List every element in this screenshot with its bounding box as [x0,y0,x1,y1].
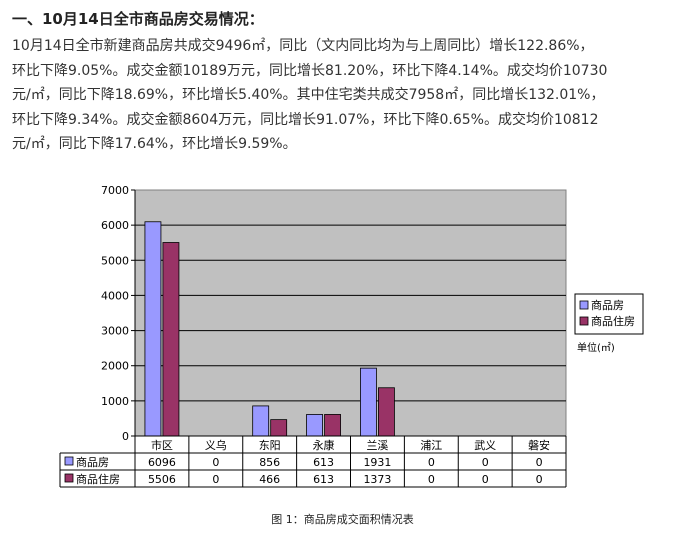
series-row-label: 商品住房 [76,472,120,486]
legend-label: 商品房 [591,298,624,312]
y-tick-label: 4000 [101,289,129,302]
bar-residential [162,242,180,437]
paragraph-line: 元/㎡，同比下降17.64%，环比增长9.59%。 [12,136,297,152]
paragraph-line: 10月14日全市新建商品房共成交9496㎡，同比（文内同比均为与上周同比）增长1… [12,38,594,54]
y-tick-label: 3000 [101,325,129,338]
category-label: 浦江 [420,439,442,452]
data-value: 466 [259,473,280,486]
bar-residential [324,414,341,437]
bar-residential [378,387,395,437]
legend-swatch [579,316,589,326]
data-value: 0 [212,456,219,469]
bar-chart: 0 1000 2000 3000 4000 5000 6000 7000 市区 义乌 东阳 永康 兰溪 浦… [59,184,644,488]
category-label: 东阳 [259,439,281,452]
bar-commercial [306,414,323,437]
data-value: 0 [482,473,489,486]
data-value: 1373 [363,473,391,486]
plot-area [134,189,567,437]
bar-commercial [252,405,270,437]
data-value: 0 [428,473,435,486]
data-value: 0 [536,473,543,486]
category-label: 磐安 [528,438,550,452]
data-value: 0 [428,456,435,469]
legend-swatch [579,300,589,310]
data-value: 856 [259,456,280,469]
y-tick-label: 7000 [101,184,129,197]
category-label: 永康 [313,438,335,452]
category-label: 武义 [474,439,496,452]
legend-label: 商品住房 [591,314,635,328]
data-value: 613 [313,473,334,486]
data-value: 5506 [148,473,176,486]
table-legend-swatch [64,473,74,483]
paragraph-line: 环比下降9.34%。成交金额8604万元，同比增长91.07%，环比下降0.65… [12,111,599,128]
chart-figure: 0 1000 2000 3000 4000 5000 6000 7000 市区 义乌 东阳 永康 兰溪 浦… [0,180,685,537]
y-tick-label: 1000 [101,395,129,408]
y-tick-label: 0 [122,430,129,443]
y-tick-label: 2000 [101,360,129,373]
category-label: 兰溪 [366,439,388,452]
bar-commercial [360,367,377,437]
data-value: 0 [536,456,543,469]
series-row-label: 商品房 [76,455,109,469]
data-value: 0 [482,456,489,469]
paragraph-line: 元/㎡，同比下降18.69%，环比增长5.40%。其中住宅类共成交7958㎡，同… [12,87,605,103]
category-label: 市区 [151,438,173,452]
category-label: 义乌 [205,438,227,452]
table-legend-swatch [64,456,74,466]
paragraph-line: 环比下降9.05%。成交金额10189万元，同比增长81.20%，环比下降4.1… [12,62,608,79]
summary-paragraph: 10月14日全市新建商品房共成交9496㎡，同比（文内同比均为与上周同比）增长1… [12,34,680,157]
y-tick-label: 5000 [101,254,129,267]
data-value: 6096 [148,456,176,469]
figure-caption: 图 1：商品房成交面积情况表 [271,513,414,526]
section-heading: 一、10月14日全市商品房交易情况： [12,10,264,28]
y-tick-label: 6000 [101,219,129,232]
data-value: 613 [313,456,334,469]
unit-label: 单位(㎡) [577,341,615,354]
bar-commercial [144,221,162,437]
data-value: 0 [212,473,219,486]
data-value: 1931 [363,456,391,469]
bar-residential [270,419,288,437]
